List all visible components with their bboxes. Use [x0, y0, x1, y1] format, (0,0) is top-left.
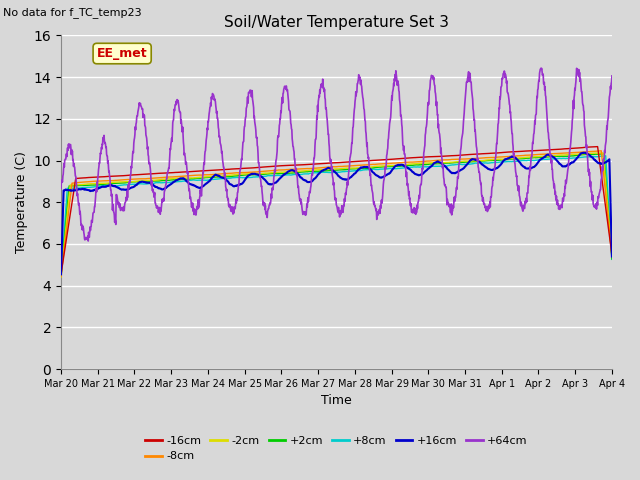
- -2cm: [302, 168, 310, 173]
- +8cm: [100, 183, 108, 189]
- +2cm: [57, 273, 65, 278]
- -2cm: [597, 150, 605, 156]
- +16cm: [122, 187, 130, 192]
- -8cm: [371, 162, 378, 168]
- +8cm: [312, 170, 320, 176]
- +16cm: [291, 168, 299, 174]
- -16cm: [122, 173, 130, 179]
- -8cm: [608, 253, 616, 259]
- -16cm: [57, 271, 65, 277]
- +8cm: [600, 153, 608, 158]
- +16cm: [580, 150, 588, 156]
- Line: -8cm: -8cm: [61, 151, 612, 276]
- +8cm: [291, 171, 299, 177]
- +2cm: [608, 256, 616, 262]
- +2cm: [371, 165, 378, 170]
- -16cm: [100, 174, 108, 180]
- Legend: -16cm, -8cm, -2cm, +2cm, +8cm, +16cm, +64cm: -16cm, -8cm, -2cm, +2cm, +8cm, +16cm, +6…: [141, 432, 532, 466]
- +2cm: [302, 169, 310, 175]
- +16cm: [302, 178, 310, 183]
- +2cm: [312, 168, 320, 174]
- +2cm: [291, 170, 299, 176]
- X-axis label: Time: Time: [321, 395, 352, 408]
- -2cm: [608, 253, 616, 259]
- -2cm: [291, 168, 299, 174]
- +8cm: [608, 256, 616, 262]
- +16cm: [371, 171, 378, 177]
- -8cm: [100, 178, 108, 184]
- -8cm: [57, 274, 65, 279]
- Text: No data for f_TC_temp23: No data for f_TC_temp23: [3, 7, 142, 18]
- -8cm: [597, 148, 605, 154]
- Y-axis label: Temperature (C): Temperature (C): [15, 151, 28, 253]
- -16cm: [312, 161, 320, 167]
- +64cm: [312, 122, 320, 128]
- +2cm: [122, 180, 130, 186]
- -2cm: [371, 164, 378, 169]
- +2cm: [600, 151, 608, 156]
- +64cm: [123, 196, 131, 202]
- -2cm: [57, 274, 65, 280]
- -8cm: [302, 166, 310, 171]
- -16cm: [608, 252, 616, 258]
- +2cm: [100, 181, 108, 187]
- +64cm: [303, 206, 310, 212]
- -8cm: [291, 166, 299, 172]
- Line: +64cm: +64cm: [61, 68, 612, 241]
- Line: +8cm: +8cm: [61, 156, 612, 276]
- +64cm: [291, 163, 299, 169]
- Title: Soil/Water Temperature Set 3: Soil/Water Temperature Set 3: [224, 15, 449, 30]
- +8cm: [122, 182, 130, 188]
- -2cm: [312, 167, 320, 173]
- +16cm: [608, 253, 616, 259]
- -16cm: [291, 162, 299, 168]
- Line: -2cm: -2cm: [61, 153, 612, 277]
- Text: EE_met: EE_met: [97, 47, 147, 60]
- -8cm: [312, 165, 320, 171]
- -16cm: [594, 144, 602, 149]
- +64cm: [371, 203, 379, 208]
- +16cm: [57, 271, 65, 277]
- +64cm: [608, 73, 616, 79]
- -2cm: [100, 180, 108, 186]
- -8cm: [122, 177, 130, 182]
- Line: -16cm: -16cm: [61, 146, 612, 274]
- +8cm: [371, 166, 378, 172]
- Line: +2cm: +2cm: [61, 154, 612, 276]
- -2cm: [122, 179, 130, 185]
- +8cm: [302, 171, 310, 177]
- +64cm: [57, 185, 65, 191]
- +64cm: [537, 65, 545, 71]
- +64cm: [100, 132, 108, 138]
- +64cm: [84, 238, 92, 244]
- Line: +16cm: +16cm: [61, 153, 612, 274]
- -16cm: [302, 162, 310, 168]
- +16cm: [312, 174, 320, 180]
- -16cm: [371, 157, 378, 163]
- +16cm: [100, 184, 108, 190]
- +8cm: [57, 274, 65, 279]
